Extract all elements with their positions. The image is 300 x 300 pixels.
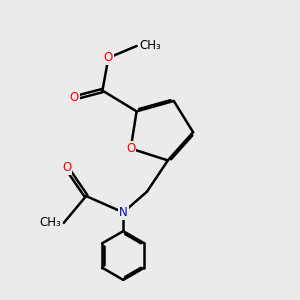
Text: N: N (119, 206, 128, 219)
Text: O: O (70, 92, 79, 104)
Text: O: O (126, 142, 135, 155)
Text: O: O (62, 161, 71, 174)
Text: O: O (104, 51, 113, 64)
Text: CH₃: CH₃ (40, 216, 62, 229)
Text: CH₃: CH₃ (139, 40, 161, 52)
